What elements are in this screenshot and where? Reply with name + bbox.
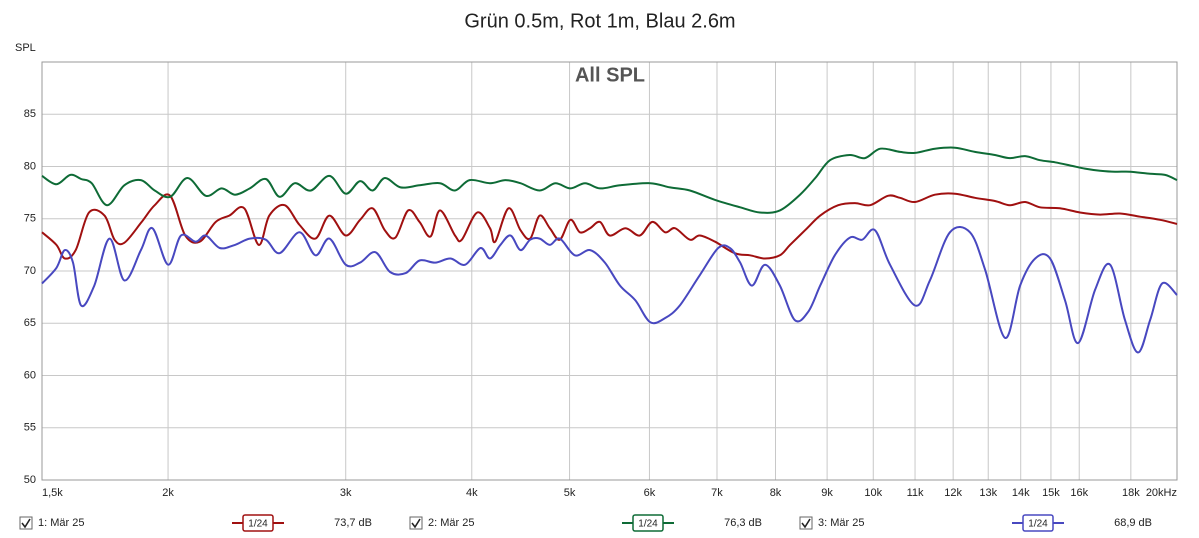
x-tick-label: 1,5k: [42, 487, 63, 499]
legend-checkbox[interactable]: [19, 516, 33, 530]
chart-title: Grün 0.5m, Rot 1m, Blau 2.6m: [464, 10, 735, 32]
legend-entry: 2: Mär 25 1/24 76,3 dB: [409, 514, 762, 532]
smoothing-label: 1/24: [638, 519, 658, 530]
smoothing-box[interactable]: [1022, 514, 1054, 532]
x-tick-label: 18k: [1122, 487, 1140, 499]
x-tick-label: 4k: [466, 487, 478, 499]
check-mark: [21, 518, 31, 529]
y-tick-label: 85: [24, 108, 36, 120]
lines: [41, 146, 1178, 354]
y-axis-label: SPL: [15, 42, 36, 54]
legend-label: 1: Mär 25: [38, 517, 84, 529]
x-tick-label: 14k: [1012, 487, 1030, 499]
legend-label: 3: Mär 25: [818, 517, 864, 529]
y-tick-label: 70: [24, 265, 36, 277]
plot-title: All SPL: [575, 64, 645, 86]
x-tick-label: 15k: [1042, 487, 1060, 499]
x-tick-label: 12k: [944, 487, 962, 499]
y-tick-label: 75: [24, 213, 36, 225]
smoothing-box[interactable]: [242, 514, 274, 532]
x-tick-label: 3k: [340, 487, 352, 499]
legend-checkbox[interactable]: [799, 516, 813, 530]
smoothing-label: 1/24: [1028, 519, 1048, 530]
legend-label: 2: Mär 25: [428, 517, 474, 529]
series-line: [41, 225, 1178, 354]
x-tick-label: 7k: [711, 487, 723, 499]
x-tick-label: 8k: [770, 487, 782, 499]
check-mark: [411, 518, 421, 529]
legend-entry: 1: Mär 25 1/24 73,7 dB: [19, 514, 372, 532]
legend-entry: 3: Mär 25 1/24 68,9 dB: [799, 514, 1152, 532]
x-tick-label: 2k: [162, 487, 174, 499]
plot-frame: [41, 61, 1178, 481]
x-tick-label: 5k: [564, 487, 576, 499]
y-tick-label: 60: [24, 369, 36, 381]
legend-checkbox[interactable]: [409, 516, 423, 530]
x-tick-label: 13k: [979, 487, 997, 499]
check-mark: [801, 518, 811, 529]
x-tick-label: 10k: [864, 487, 882, 499]
legend-readout: 76,3 dB: [724, 517, 762, 529]
legend-readout: 68,9 dB: [1114, 517, 1152, 529]
series-line: [41, 192, 1178, 260]
smoothing-box[interactable]: [632, 514, 664, 532]
legend: 1: Mär 25 1/24 73,7 dB 2: Mär 25 1/24 76,3 dB…: [19, 514, 1152, 532]
series-line: [41, 146, 1178, 214]
y-tick-label: 80: [24, 160, 36, 172]
y-tick-label: 65: [24, 317, 36, 329]
x-tick-label: 9k: [821, 487, 833, 499]
x-tick-label: 16k: [1070, 487, 1088, 499]
smoothing-label: 1/24: [248, 519, 268, 530]
y-tick-label: 55: [24, 422, 36, 434]
x-tick-label: 20kHz: [1146, 487, 1177, 499]
legend-readout: 73,7 dB: [334, 517, 372, 529]
x-tick-label: 11k: [907, 487, 924, 499]
y-tick-label: 50: [24, 474, 36, 486]
x-tick-label: 6k: [644, 487, 656, 499]
